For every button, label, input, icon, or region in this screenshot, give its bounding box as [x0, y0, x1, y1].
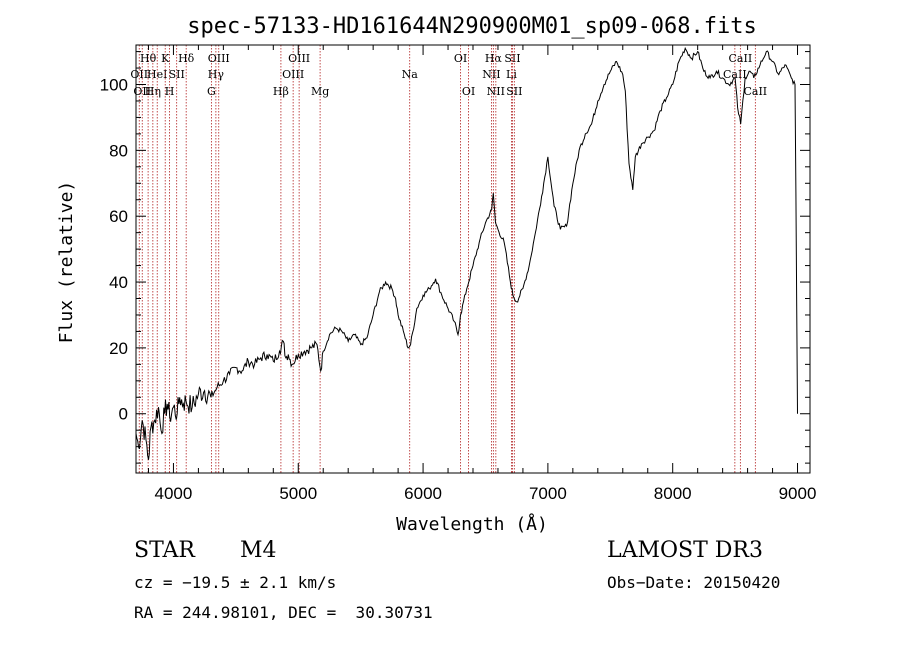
survey-name: LAMOST DR3 [607, 538, 763, 563]
spectral-line-label: Na [402, 68, 419, 81]
y-tick-label: 60 [109, 207, 128, 226]
spectral-line-label: OIII [288, 52, 310, 65]
spectral-line-label: K [161, 52, 170, 65]
y-tick-label: 40 [109, 273, 128, 292]
flux-series-line [135, 46, 798, 460]
spectral-line-label: OI [454, 52, 467, 65]
redshift-velocity: cz = −19.5 ± 2.1 km/s [134, 573, 337, 592]
x-tick-label: 7000 [529, 484, 567, 503]
y-tick-label: 20 [109, 339, 128, 358]
spectral-line-label: G [207, 85, 216, 98]
spectral-lines-layer: OII OII Hθ Hη HeI K H SII Hδ G Hγ OIII Hβ OIII OIII Mg N… [130, 45, 767, 473]
y-axis-label: Flux (relative) [56, 181, 77, 344]
object-class: STAR [134, 538, 195, 563]
spectral-line-label: Hδ [178, 52, 195, 65]
object-subclass: M4 [240, 538, 277, 563]
spectral-line-label: Hα [485, 52, 503, 65]
x-tick-label: 4000 [155, 484, 193, 503]
plot-frame [135, 44, 811, 474]
x-tick-label: 5000 [279, 484, 317, 503]
x-axis-label: Wavelength (Å) [396, 513, 548, 535]
spectral-line-label: OIII [282, 68, 304, 81]
axis-ticks-layer: 4000 5000 6000 7000 8000 9000 0 20 40 60 80 100 [100, 45, 817, 503]
spectral-line-label: CaII [743, 85, 767, 98]
spectral-line-label: OII [130, 68, 148, 81]
spectral-line-label: Hη [145, 85, 161, 98]
spectral-line-label: CaII [723, 68, 747, 81]
spectral-line-label: CaII [729, 52, 753, 65]
x-tick-label: 6000 [404, 484, 442, 503]
x-tick-label: 8000 [654, 484, 692, 503]
spectral-line-label: NII [482, 68, 500, 81]
y-tick-label: 80 [109, 141, 128, 160]
spectral-line-label: Hθ [140, 52, 157, 65]
spectral-line-label: SII [504, 52, 520, 65]
spectral-line-label: H [165, 85, 175, 98]
spectral-line-label: Hγ [208, 68, 225, 81]
x-tick-label: 9000 [779, 484, 817, 503]
y-tick-label: 100 [100, 76, 128, 95]
spectral-line-label: OII [133, 85, 151, 98]
observation-date: Obs−Date: 20150420 [607, 573, 781, 592]
spectral-line-label: Li [506, 68, 517, 81]
spectral-line-label: NII [487, 85, 505, 98]
y-tick-label: 0 [119, 405, 128, 424]
chart-title: spec-57133-HD161644N290900M01_sp09-068.f… [187, 14, 757, 39]
spectral-line-label: SII [169, 68, 185, 81]
coordinates: RA = 244.98101, DEC = 30.30731 [134, 603, 433, 622]
spectral-line-label: Mg [311, 85, 329, 98]
spectral-line-label: SII [506, 85, 522, 98]
spectral-line-label: OI [462, 85, 475, 98]
spectral-line-label: OIII [208, 52, 230, 65]
spectral-line-label: HeI [147, 68, 167, 81]
spectral-line-label: Hβ [273, 85, 289, 98]
